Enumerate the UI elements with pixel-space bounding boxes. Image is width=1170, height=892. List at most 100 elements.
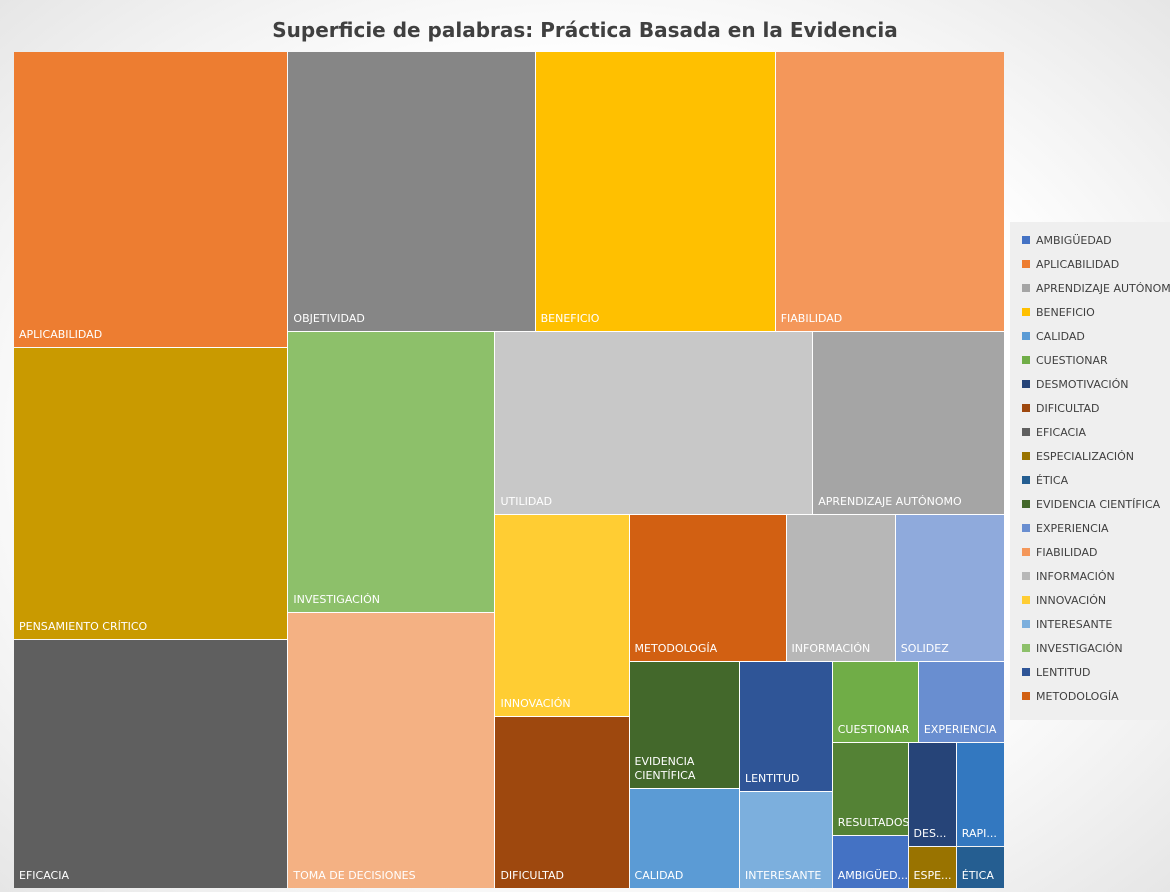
legend-label: DESMOTIVACIÓN xyxy=(1036,378,1129,391)
legend-swatch xyxy=(1022,284,1030,292)
tile: EFICACIA xyxy=(14,640,288,888)
tile: BENEFICIO xyxy=(535,52,775,331)
tile-label: METODOLOGÍA xyxy=(634,641,718,655)
legend-label: APLICABILIDAD xyxy=(1036,258,1120,271)
tile: FIABILIDAD xyxy=(775,52,1004,331)
legend-swatch xyxy=(1022,548,1030,556)
tile-label: OBJETIVIDAD xyxy=(293,311,365,325)
legend-label: FIABILIDAD xyxy=(1036,546,1098,559)
legend-entry: APRENDIZAJE AUTÓNOMO xyxy=(1022,282,1170,295)
tile-label: BENEFICIO xyxy=(540,311,600,325)
tile: EVIDENCIA CIENTÍFICA xyxy=(629,661,739,789)
legend-label: EXPERIENCIA xyxy=(1036,522,1109,535)
legend-entry: AMBIGÜEDAD xyxy=(1022,234,1112,247)
tile: RESULTADOS xyxy=(832,743,908,836)
tile-label: CALIDAD xyxy=(634,868,684,882)
legend-entry: INFORMACIÓN xyxy=(1022,570,1115,583)
chart-title: Superficie de palabras: Práctica Basada … xyxy=(272,18,898,42)
tile-label: CUESTIONAR xyxy=(837,723,910,737)
legend-swatch xyxy=(1022,524,1030,532)
legend-label: METODOLOGÍA xyxy=(1036,690,1119,703)
tile: DIFICULTAD xyxy=(495,716,629,888)
tile-label: EVIDENCIA CIENTÍFICA xyxy=(634,755,696,783)
legend-swatch xyxy=(1022,668,1030,676)
legend-entry: ESPECIALIZACIÓN xyxy=(1022,450,1134,463)
legend-label: DIFICULTAD xyxy=(1036,402,1100,415)
legend-entry: INNOVACIÓN xyxy=(1022,594,1106,607)
tile: OBJETIVIDAD xyxy=(288,52,535,331)
legend-swatch xyxy=(1022,500,1030,508)
tile-label: DIFICULTAD xyxy=(500,868,564,882)
tile-label: UTILIDAD xyxy=(500,494,553,508)
legend-swatch xyxy=(1022,692,1030,700)
tile: INFORMACIÓN xyxy=(786,514,895,661)
legend-entry: LENTITUD xyxy=(1022,666,1091,679)
tile: INVESTIGACIÓN xyxy=(288,331,495,612)
legend-swatch xyxy=(1022,596,1030,604)
legend-label: ÉTICA xyxy=(1036,474,1069,487)
legend-entry: CALIDAD xyxy=(1022,330,1085,343)
legend-swatch xyxy=(1022,308,1030,316)
tile-label: ESPE... xyxy=(913,868,952,882)
tile-label: SOLIDEZ xyxy=(900,641,949,655)
tile-label: AMBIGÜED... xyxy=(837,868,908,882)
tile-label: RAPI... xyxy=(961,827,997,841)
legend-entry: INTERESANTE xyxy=(1022,618,1112,631)
legend-swatch xyxy=(1022,620,1030,628)
legend-label: INTERESANTE xyxy=(1036,618,1113,631)
legend-entry: EVIDENCIA CIENTÍFICA xyxy=(1022,498,1160,511)
tile-label: INVESTIGACIÓN xyxy=(293,592,380,606)
tile: CUESTIONAR xyxy=(832,661,918,743)
tile-label: LENTITUD xyxy=(744,771,800,785)
tile-label: INNOVACIÓN xyxy=(500,696,571,710)
legend-swatch xyxy=(1022,404,1030,412)
tile-label: INTERESANTE xyxy=(744,868,822,882)
legend: AMBIGÜEDAD APLICABILIDAD APRENDIZAJE AUTÓN… xyxy=(1010,222,1170,720)
legend-entry: INVESTIGACIÓN xyxy=(1022,642,1123,655)
tile: INTERESANTE xyxy=(739,791,832,888)
legend-entry: EFICACIA xyxy=(1022,426,1086,439)
tile-label: TOMA DE DECISIONES xyxy=(293,868,416,882)
legend-label: INNOVACIÓN xyxy=(1036,594,1107,607)
legend-label: EVIDENCIA CIENTÍFICA xyxy=(1036,498,1161,511)
legend-label: ESPECIALIZACIÓN xyxy=(1036,450,1135,463)
legend-entry: METODOLOGÍA xyxy=(1022,690,1119,703)
tile: LENTITUD xyxy=(739,661,832,791)
tile: EXPERIENCIA xyxy=(918,661,1004,743)
tile-label: EFICACIA xyxy=(19,868,69,882)
legend-entry: FIABILIDAD xyxy=(1022,546,1098,559)
tile-label: FIABILIDAD xyxy=(780,311,843,325)
legend-entry: ÉTICA xyxy=(1022,474,1068,487)
tile-label: DES... xyxy=(913,827,947,841)
tile: APLICABILIDAD xyxy=(14,52,288,348)
tile: AMBIGÜED... xyxy=(832,836,908,888)
legend-swatch xyxy=(1022,332,1030,340)
tile: TOMA DE DECISIONES xyxy=(288,612,495,888)
tile: ESPE... xyxy=(908,847,956,888)
legend-swatch xyxy=(1022,644,1030,652)
legend-entry: EXPERIENCIA xyxy=(1022,522,1109,535)
legend-swatch xyxy=(1022,476,1030,484)
legend-label: APRENDIZAJE AUTÓNOMO xyxy=(1036,282,1170,295)
legend-swatch xyxy=(1022,236,1030,244)
tile-label: RESULTADOS xyxy=(837,816,908,830)
legend-swatch xyxy=(1022,572,1030,580)
tile-label: APRENDIZAJE AUTÓNOMO xyxy=(818,494,962,508)
legend-swatch xyxy=(1022,380,1030,388)
tile-label: INFORMACIÓN xyxy=(791,641,871,655)
legend-entry: DIFICULTAD xyxy=(1022,402,1100,415)
legend-swatch xyxy=(1022,428,1030,436)
tile: METODOLOGÍA xyxy=(629,514,786,661)
legend-entry: BENEFICIO xyxy=(1022,306,1095,319)
tile-label: ÉTICA xyxy=(961,868,994,882)
legend-label: INFORMACIÓN xyxy=(1036,570,1115,583)
legend-label: CUESTIONAR xyxy=(1036,354,1108,367)
tile: SOLIDEZ xyxy=(895,514,1004,661)
tile: ÉTICA xyxy=(956,847,1004,888)
tile-label: EXPERIENCIA xyxy=(923,723,997,737)
legend-swatch xyxy=(1022,260,1030,268)
legend-label: LENTITUD xyxy=(1036,666,1091,679)
legend-entry: APLICABILIDAD xyxy=(1022,258,1119,271)
legend-label: EFICACIA xyxy=(1036,426,1086,439)
